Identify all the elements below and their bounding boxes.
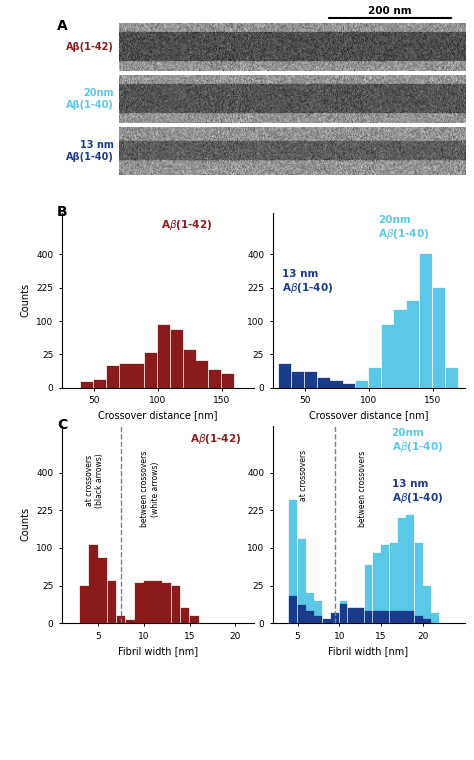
Bar — [398, 611, 406, 623]
Text: A: A — [57, 19, 68, 33]
Bar — [365, 611, 373, 623]
X-axis label: Crossover distance [nm]: Crossover distance [nm] — [98, 410, 218, 420]
Bar — [381, 611, 389, 623]
Bar — [373, 611, 381, 623]
Bar — [209, 370, 221, 388]
Bar — [119, 363, 132, 388]
Bar — [348, 608, 356, 623]
Bar — [222, 374, 234, 388]
Bar — [330, 381, 343, 388]
Text: 13 nm
A$\beta$(1-40): 13 nm A$\beta$(1-40) — [282, 269, 333, 295]
Bar — [181, 608, 190, 623]
Bar — [446, 368, 458, 388]
Bar — [290, 596, 297, 623]
Bar — [331, 613, 339, 623]
Text: 20nm
Aβ(1-40): 20nm Aβ(1-40) — [66, 88, 114, 109]
Bar — [407, 301, 419, 388]
Bar — [415, 543, 423, 623]
Bar — [190, 616, 199, 623]
Text: between crossovers
(white arrows): between crossovers (white arrows) — [140, 451, 160, 527]
Bar — [135, 583, 144, 623]
Bar — [172, 585, 180, 623]
Bar — [89, 545, 98, 623]
Text: between crossovers: between crossovers — [358, 451, 367, 527]
Bar — [382, 325, 394, 388]
Bar — [94, 379, 106, 388]
Bar — [423, 585, 431, 623]
Bar — [158, 325, 170, 388]
Bar — [365, 565, 373, 623]
Bar — [292, 372, 304, 388]
Bar — [279, 363, 292, 388]
Bar — [145, 353, 157, 388]
Text: B: B — [57, 205, 67, 219]
Bar — [343, 384, 356, 388]
Bar — [306, 611, 314, 623]
Bar — [314, 600, 322, 623]
Bar — [423, 619, 431, 623]
Bar — [348, 608, 356, 623]
Bar — [81, 382, 93, 388]
Bar — [339, 603, 347, 623]
Bar — [406, 515, 414, 623]
Bar — [390, 611, 398, 623]
X-axis label: Fibril width [nm]: Fibril width [nm] — [328, 646, 409, 656]
Bar — [433, 288, 445, 388]
Bar — [80, 585, 89, 623]
Bar — [290, 499, 297, 623]
Bar — [415, 616, 423, 623]
Text: 13 nm
Aβ(1-40): 13 nm Aβ(1-40) — [66, 140, 114, 162]
Text: 200 nm: 200 nm — [368, 6, 412, 16]
Bar — [394, 310, 407, 388]
Bar — [381, 545, 389, 623]
Bar — [398, 518, 406, 623]
Text: at crossovers
(black arrows): at crossovers (black arrows) — [84, 454, 104, 508]
Text: 13 nm
A$\beta$(1-40): 13 nm A$\beta$(1-40) — [392, 479, 443, 505]
Bar — [117, 616, 126, 623]
Bar — [323, 619, 331, 623]
Text: Aβ(1-42): Aβ(1-42) — [66, 42, 114, 52]
Bar — [373, 553, 381, 623]
Bar — [390, 543, 398, 623]
Bar — [431, 613, 439, 623]
X-axis label: Fibril width [nm]: Fibril width [nm] — [118, 646, 198, 656]
Text: 20nm
A$\beta$(1-40): 20nm A$\beta$(1-40) — [392, 428, 443, 454]
Bar — [108, 581, 116, 623]
Bar — [107, 366, 119, 388]
Bar — [356, 608, 364, 623]
Bar — [420, 255, 432, 388]
Bar — [356, 381, 368, 388]
Bar — [369, 368, 381, 388]
Bar — [339, 600, 347, 623]
Bar — [196, 361, 209, 388]
Text: 20nm
A$\beta$(1-40): 20nm A$\beta$(1-40) — [378, 214, 429, 241]
Bar — [132, 363, 145, 388]
Text: A$\beta$(1-42): A$\beta$(1-42) — [161, 218, 212, 232]
Bar — [356, 608, 364, 623]
Y-axis label: Counts: Counts — [20, 283, 30, 317]
Text: C: C — [57, 418, 67, 432]
X-axis label: Crossover distance [nm]: Crossover distance [nm] — [309, 410, 428, 420]
Bar — [306, 593, 314, 623]
Bar — [144, 581, 153, 623]
Bar — [183, 350, 196, 388]
Bar — [171, 330, 183, 388]
Bar — [126, 620, 135, 623]
Bar — [318, 378, 330, 388]
Y-axis label: Counts: Counts — [20, 508, 30, 541]
Text: A$\beta$(1-42): A$\beta$(1-42) — [190, 432, 241, 445]
Bar — [305, 372, 317, 388]
Bar — [298, 605, 306, 623]
Bar — [99, 558, 107, 623]
Text: at crossovers: at crossovers — [299, 449, 308, 501]
Bar — [163, 583, 171, 623]
Bar — [406, 611, 414, 623]
Bar — [153, 581, 162, 623]
Bar — [298, 539, 306, 623]
Bar — [314, 616, 322, 623]
